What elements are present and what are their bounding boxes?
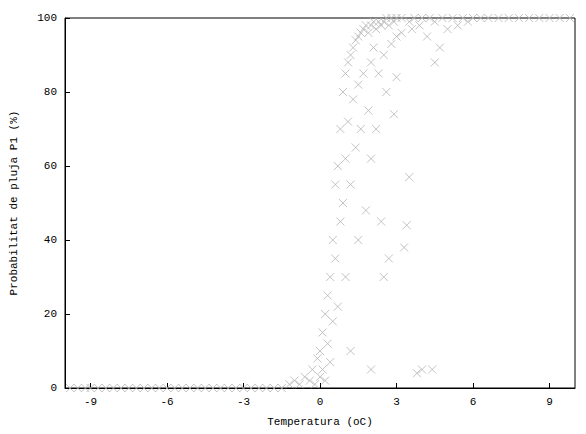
svg-text:Probabilitat de pluja P1 (%): Probabilitat de pluja P1 (%) (8, 111, 20, 296)
svg-text:60: 60 (44, 160, 57, 172)
svg-text:100: 100 (37, 12, 57, 24)
svg-text:0: 0 (50, 382, 57, 394)
svg-text:80: 80 (44, 86, 57, 98)
svg-text:-9: -9 (84, 396, 97, 408)
svg-text:3: 3 (393, 396, 400, 408)
svg-text:Temperatura (oC): Temperatura (oC) (267, 416, 373, 428)
svg-text:9: 9 (546, 396, 553, 408)
svg-text:6: 6 (470, 396, 477, 408)
svg-text:20: 20 (44, 308, 57, 320)
svg-text:40: 40 (44, 234, 57, 246)
svg-text:-6: -6 (160, 396, 173, 408)
svg-text:-3: -3 (237, 396, 250, 408)
svg-text:0: 0 (317, 396, 324, 408)
